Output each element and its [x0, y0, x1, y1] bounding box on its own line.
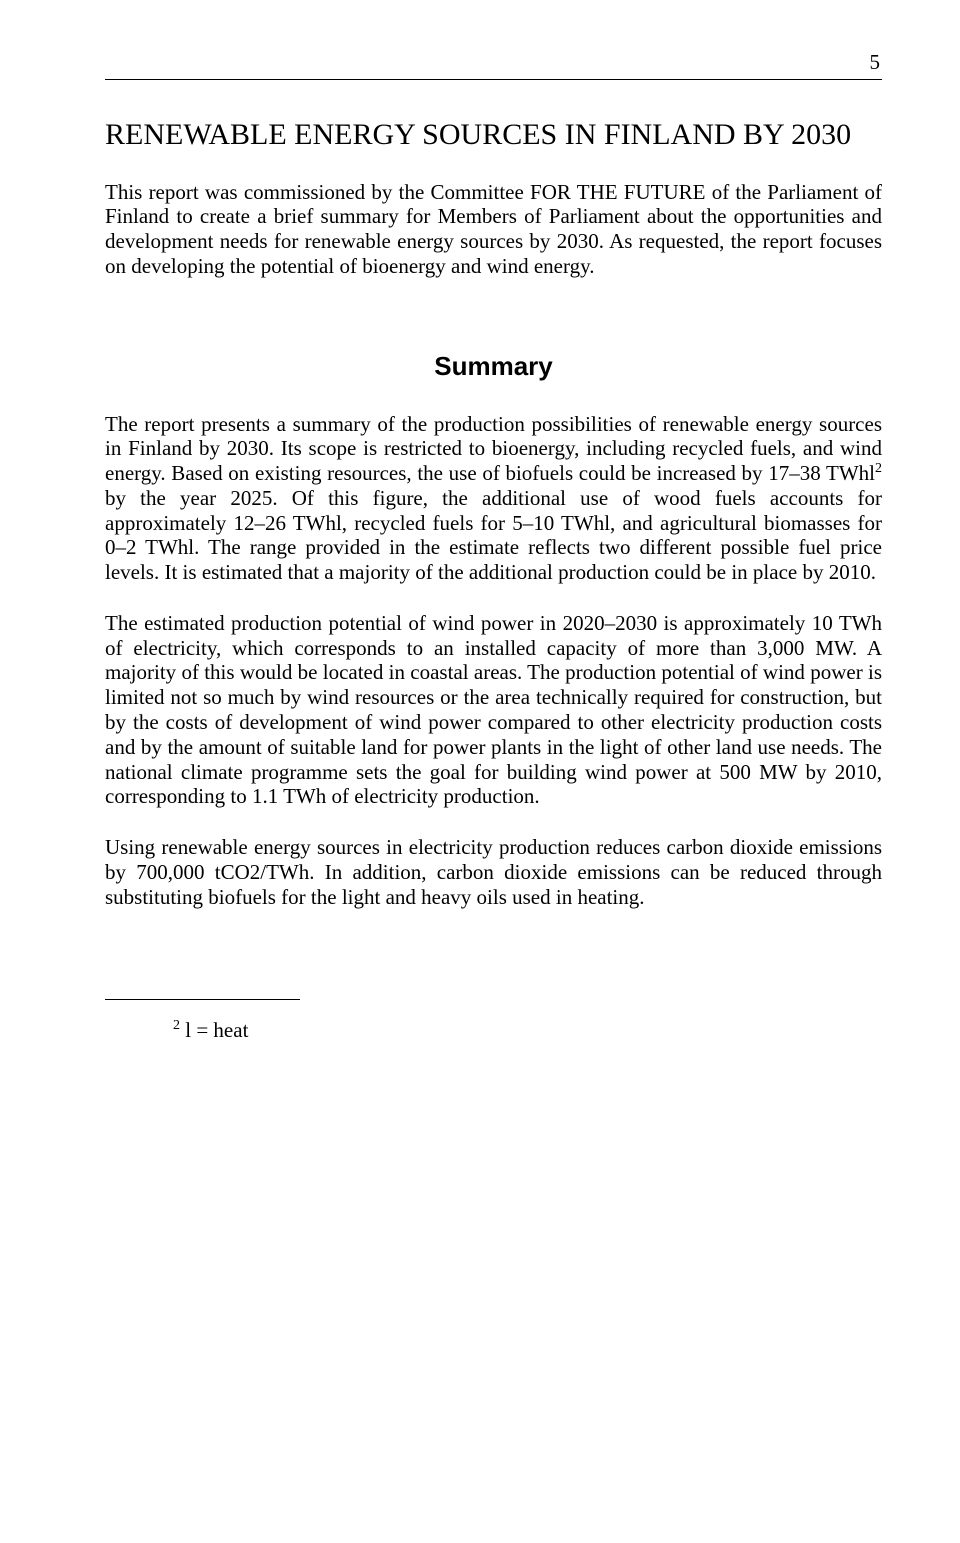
header-rule: [105, 79, 882, 80]
footnote-ref-2: 2: [875, 461, 882, 476]
footnote-2: 2 l = heat: [105, 1018, 882, 1043]
summary-paragraph-1: The report presents a summary of the pro…: [105, 412, 882, 585]
footnote-text: l = heat: [180, 1018, 248, 1042]
document-page: 5 RENEWABLE ENERGY SOURCES IN FINLAND BY…: [0, 0, 960, 1083]
intro-paragraph: This report was commissioned by the Comm…: [105, 180, 882, 279]
page-number: 5: [105, 50, 882, 75]
summary-paragraph-3: Using renewable energy sources in electr…: [105, 835, 882, 909]
summary-heading: Summary: [105, 351, 882, 382]
document-title: RENEWABLE ENERGY SOURCES IN FINLAND BY 2…: [105, 116, 882, 154]
summary-paragraph-2: The estimated production potential of wi…: [105, 611, 882, 809]
para1-text-a: The report presents a summary of the pro…: [105, 412, 882, 486]
footnote-marker: 2: [173, 1018, 180, 1033]
footnote-separator: [105, 999, 300, 1000]
para1-text-b: by the year 2025. Of this figure, the ad…: [105, 486, 882, 584]
